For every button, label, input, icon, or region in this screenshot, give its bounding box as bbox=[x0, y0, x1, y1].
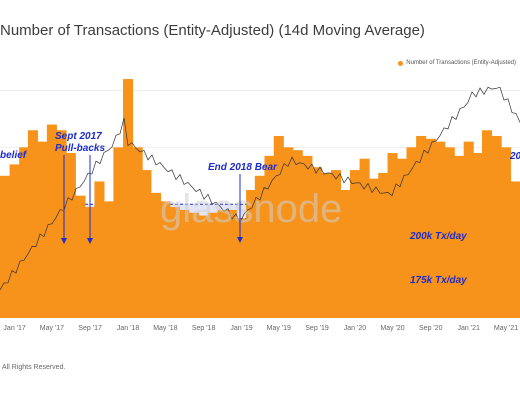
annotation-text: 175k Tx/day bbox=[410, 275, 467, 286]
data-bar bbox=[435, 141, 446, 318]
data-bar bbox=[491, 135, 502, 318]
data-bar bbox=[397, 158, 408, 318]
data-bar bbox=[387, 153, 398, 318]
data-bar bbox=[65, 153, 76, 318]
data-bar bbox=[264, 155, 275, 318]
legend-label: Number of Transactions (Entity-Adjusted) bbox=[406, 60, 516, 66]
data-bar bbox=[406, 147, 417, 318]
data-bar bbox=[321, 172, 332, 318]
data-bar bbox=[188, 212, 199, 318]
data-bar bbox=[75, 195, 86, 318]
x-tick-label: May '21 bbox=[494, 325, 518, 332]
data-bar bbox=[179, 209, 190, 318]
watermark: glassnode bbox=[160, 187, 342, 231]
price-line bbox=[0, 86, 520, 291]
data-bar bbox=[217, 209, 228, 318]
legend-dot-icon bbox=[398, 60, 404, 66]
data-bar bbox=[463, 141, 474, 318]
x-tick-label: May '17 bbox=[40, 325, 64, 332]
data-bar bbox=[292, 150, 303, 318]
data-bar bbox=[198, 215, 209, 318]
x-tick-label: May '20 bbox=[380, 325, 404, 332]
data-bar bbox=[160, 201, 171, 318]
data-bar bbox=[454, 155, 465, 318]
footer-text: All Rights Reserved. bbox=[2, 364, 66, 371]
data-bar bbox=[473, 153, 484, 318]
data-bar bbox=[0, 175, 11, 318]
data-bar bbox=[283, 147, 294, 318]
data-bar bbox=[340, 190, 351, 318]
transactions-bars bbox=[0, 79, 520, 318]
data-bar bbox=[141, 170, 152, 318]
data-bar bbox=[330, 170, 342, 318]
data-bar bbox=[359, 158, 370, 318]
data-bar bbox=[113, 147, 124, 318]
data-bar bbox=[56, 130, 67, 318]
data-bar bbox=[444, 147, 455, 318]
data-bar bbox=[123, 79, 134, 318]
x-tick-label: Jan '17 bbox=[3, 325, 25, 332]
data-bar bbox=[510, 181, 520, 318]
data-bar bbox=[207, 212, 218, 318]
annotation-text: 200k Tx/day bbox=[409, 231, 467, 242]
data-bar bbox=[9, 164, 20, 318]
data-bar bbox=[94, 181, 105, 318]
annotation-arrowhead bbox=[237, 237, 243, 243]
data-bar bbox=[104, 201, 115, 318]
x-tick-label: Sep '19 bbox=[305, 325, 329, 332]
annotation-text: Sept 2017 bbox=[55, 131, 102, 142]
data-bar bbox=[132, 147, 143, 318]
x-tick-label: Jan '19 bbox=[230, 325, 252, 332]
x-tick-label: Jan '18 bbox=[117, 325, 139, 332]
x-axis-ticks: Jan '17 May '17 Sep '17 Jan '18 May '18 Sep '… bbox=[3, 325, 518, 332]
x-tick-label: Jan '20 bbox=[344, 325, 366, 332]
data-bar bbox=[19, 147, 30, 318]
data-bar bbox=[368, 178, 379, 318]
price-polyline bbox=[0, 86, 520, 291]
annotation-arrowhead bbox=[87, 238, 93, 244]
data-bar bbox=[85, 207, 96, 318]
data-bar bbox=[500, 147, 512, 318]
data-bar bbox=[416, 135, 427, 318]
x-tick-label: Sep '20 bbox=[419, 325, 443, 332]
x-tick-label: May '18 bbox=[153, 325, 177, 332]
data-bar bbox=[169, 207, 181, 318]
data-bar bbox=[378, 172, 389, 318]
annotation-arrowhead bbox=[61, 238, 67, 244]
annotation-text: 20 bbox=[509, 151, 520, 162]
data-bar bbox=[254, 175, 265, 318]
data-bar bbox=[151, 192, 162, 318]
x-tick-label: Jan '21 bbox=[458, 325, 480, 332]
x-tick-label: Sep '17 bbox=[78, 325, 102, 332]
annotation-text: End 2018 Bear bbox=[208, 162, 278, 173]
annotation-text: Pull-backs bbox=[55, 143, 105, 154]
data-bar bbox=[46, 124, 57, 318]
data-bar bbox=[37, 141, 48, 318]
data-bar bbox=[27, 130, 38, 318]
data-bar bbox=[302, 155, 313, 318]
data-bar bbox=[482, 130, 493, 318]
data-bar bbox=[273, 135, 284, 318]
data-bar bbox=[226, 209, 237, 318]
annotation-text: belief bbox=[0, 150, 28, 161]
chart-legend[interactable]: Number of Transactions (Entity-Adjusted) bbox=[398, 60, 516, 66]
chart-title: Number of Transactions (Entity-Adjusted)… bbox=[0, 22, 425, 39]
data-bar bbox=[425, 138, 436, 318]
data-bar bbox=[236, 218, 247, 318]
data-bar bbox=[349, 170, 360, 318]
x-tick-label: May '19 bbox=[267, 325, 291, 332]
data-bar bbox=[246, 190, 257, 318]
data-bar bbox=[312, 167, 323, 318]
x-tick-label: Sep '18 bbox=[192, 325, 216, 332]
